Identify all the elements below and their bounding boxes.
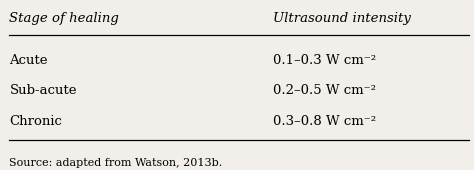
Text: 0.3–0.8 W cm⁻²: 0.3–0.8 W cm⁻² (273, 115, 376, 128)
Text: 0.1–0.3 W cm⁻²: 0.1–0.3 W cm⁻² (273, 54, 376, 66)
Text: 0.2–0.5 W cm⁻²: 0.2–0.5 W cm⁻² (273, 84, 375, 97)
Text: Acute: Acute (9, 54, 48, 66)
Text: Source: adapted from Watson, 2013b.: Source: adapted from Watson, 2013b. (9, 158, 223, 168)
Text: Sub-acute: Sub-acute (9, 84, 77, 97)
Text: Chronic: Chronic (9, 115, 63, 128)
Text: Ultrasound intensity: Ultrasound intensity (273, 12, 410, 25)
Text: Stage of healing: Stage of healing (9, 12, 119, 25)
